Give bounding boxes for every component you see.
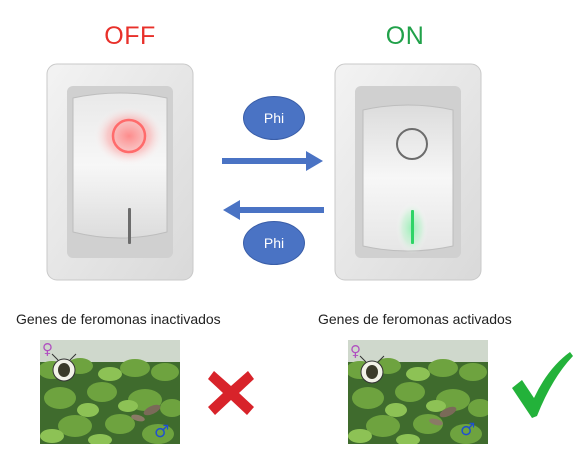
rocker-switch-on-icon: [333, 62, 483, 287]
male-symbol: ♂: [154, 422, 170, 442]
male-symbol: ♂: [460, 420, 476, 440]
female-symbol: ♀: [350, 342, 361, 360]
caption-active-genes: Genes de feromonas activados: [318, 311, 512, 327]
red-cross-icon: [206, 367, 256, 422]
phi-badge-top: Phi: [243, 96, 305, 140]
rocker-switch-off-icon: [45, 62, 195, 287]
plant-photo-inactive: ♀ ♂: [40, 340, 180, 444]
green-check-icon: [510, 350, 574, 425]
caption-inactive-genes: Genes de feromonas inactivados: [16, 311, 221, 327]
arrow-left-icon: [222, 199, 324, 226]
phi-badge-bottom: Phi: [243, 221, 305, 265]
arrow-right-icon: [222, 150, 324, 177]
on-label: ON: [385, 22, 425, 50]
off-label: OFF: [104, 22, 156, 50]
female-symbol: ♀: [42, 340, 53, 358]
plant-photo-active: ♀ ♂: [348, 340, 488, 444]
